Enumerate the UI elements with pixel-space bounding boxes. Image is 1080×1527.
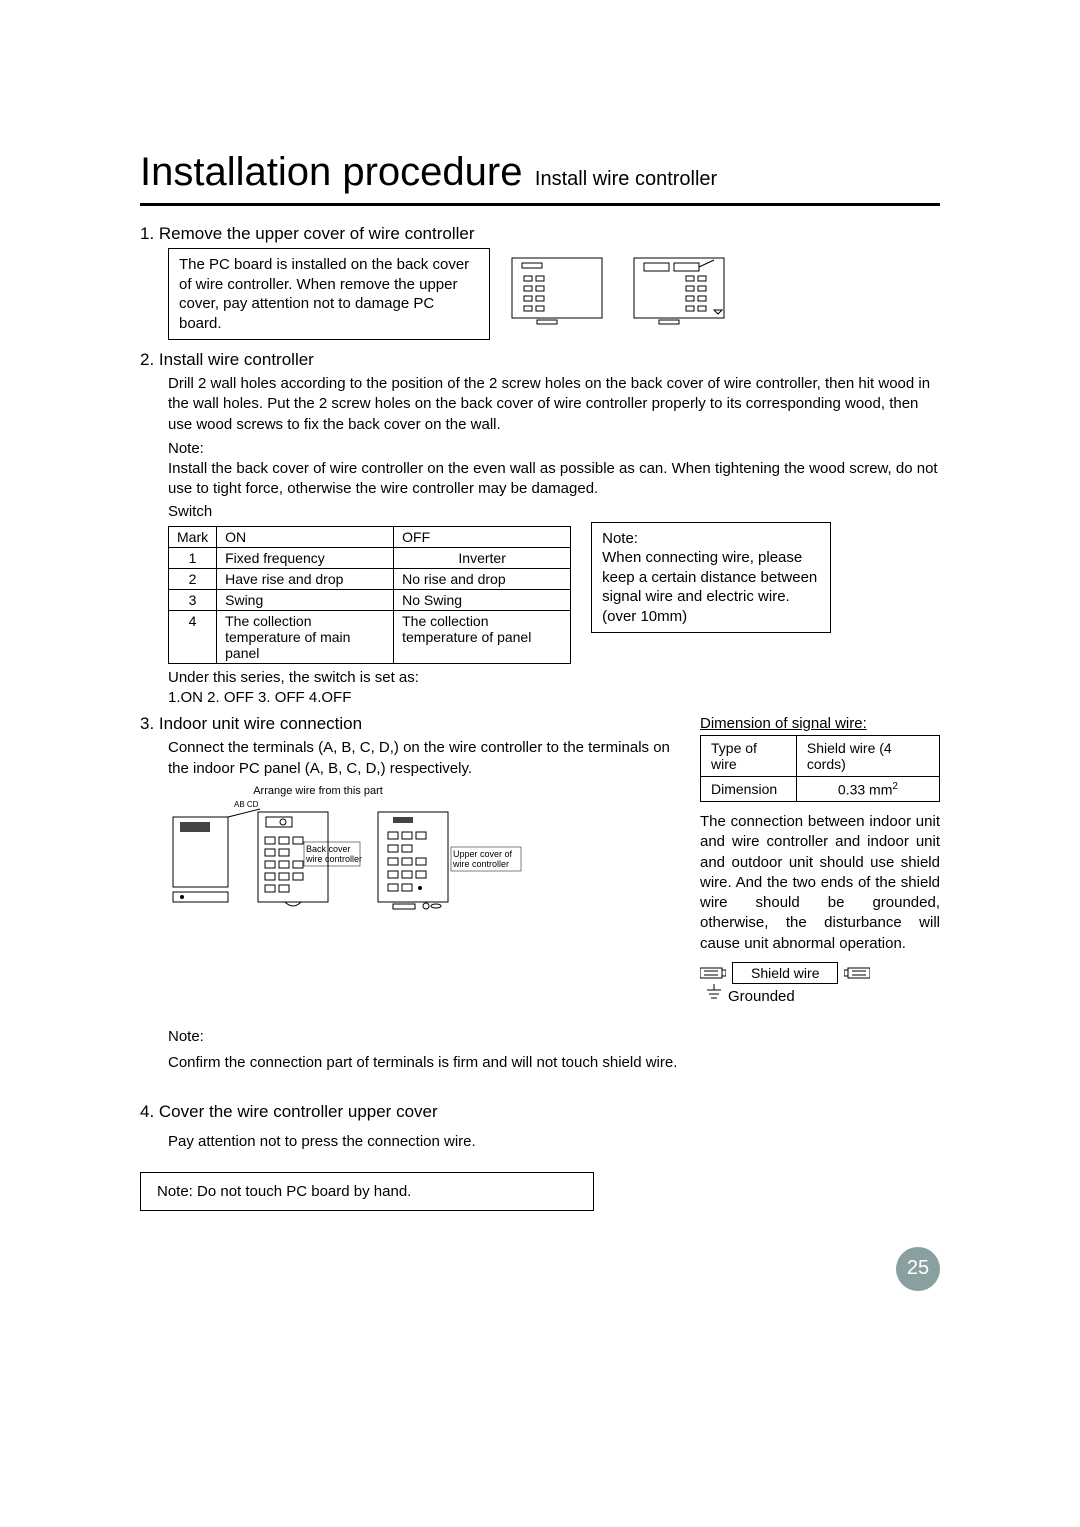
dim-table: Type of wire Shield wire (4 cords) Dimen… <box>700 735 940 803</box>
title-sub: Install wire controller <box>535 168 717 190</box>
back-cover-label-svg: Back cover <box>306 844 351 854</box>
bottom-note-box: Note: Do not touch PC board by hand. <box>140 1172 594 1211</box>
switch-r1c2: No rise and drop <box>394 568 571 589</box>
conn-body: The connection between indoor unit and w… <box>700 812 940 954</box>
step3-note-label: Note: <box>168 1027 940 1047</box>
step1-heading: 1. Remove the upper cover of wire contro… <box>140 224 940 244</box>
switch-r2c2: No Swing <box>394 589 571 610</box>
arrange-label: Arrange wire from this part <box>168 785 468 797</box>
svg-text:wire controller: wire controller <box>305 854 362 864</box>
dim-r0c0: Type of wire <box>701 735 797 776</box>
step2-right-note-body: When connecting wire, please keep a cert… <box>602 548 820 626</box>
shield-wire-label: Shield wire <box>732 962 838 984</box>
switch-label: Switch <box>168 502 571 522</box>
switch-under: Under this series, the switch is set as:… <box>168 668 571 709</box>
switch-h0: Mark <box>169 526 217 547</box>
step2-heading: 2. Install wire controller <box>140 350 940 370</box>
dim-r1c1: 0.33 mm2 <box>796 776 939 802</box>
step2-right-note-label: Note: <box>602 529 820 549</box>
step1-diagram-2 <box>624 248 734 333</box>
step4-body: Pay attention not to press the connectio… <box>168 1132 940 1152</box>
switch-r1c0: 2 <box>169 568 217 589</box>
switch-table: Mark ON OFF 1 Fixed frequency Inverter 2… <box>168 526 571 664</box>
page-number: 25 <box>896 1247 940 1291</box>
step3-body: Connect the terminals (A, B, C, D,) on t… <box>168 738 670 779</box>
step3-diagram: Arrange wire from this part AB CD <box>168 785 670 922</box>
svg-text:wire controller: wire controller <box>452 859 509 869</box>
dim-r0c1: Shield wire (4 cords) <box>796 735 939 776</box>
clamp-right-icon <box>844 966 870 980</box>
title-main: Installation procedure <box>140 150 522 194</box>
svg-text:AB CD: AB CD <box>234 800 259 809</box>
dim-r1c0: Dimension <box>701 776 797 802</box>
step1-box: The PC board is installed on the back co… <box>168 248 490 340</box>
step3-note-body: Confirm the connection part of terminals… <box>168 1053 940 1073</box>
clamp-left-icon <box>700 966 726 980</box>
step4-heading: 4. Cover the wire controller upper cover <box>140 1102 940 1122</box>
step1-diagram-1 <box>502 248 612 333</box>
page-title: Installation procedure Install wire cont… <box>140 150 940 206</box>
switch-r3c1: The collection temperature of main panel <box>217 610 394 663</box>
switch-r0c0: 1 <box>169 547 217 568</box>
step2-body: Drill 2 wall holes according to the posi… <box>168 374 940 435</box>
dim-heading: Dimension of signal wire: <box>700 714 940 734</box>
switch-r2c0: 3 <box>169 589 217 610</box>
step2-right-note: Note: When connecting wire, please keep … <box>591 522 831 634</box>
svg-text:Upper cover of: Upper cover of <box>453 849 513 859</box>
step2-note-label: Note: <box>168 439 940 459</box>
switch-r3c2: The collection temperature of panel <box>394 610 571 663</box>
grounded-label: Grounded <box>728 987 940 1007</box>
switch-h2: OFF <box>394 526 571 547</box>
switch-r2c1: Swing <box>217 589 394 610</box>
switch-r1c1: Have rise and drop <box>217 568 394 589</box>
step2-note-body: Install the back cover of wire controlle… <box>168 459 940 500</box>
shield-wire-diagram: Shield wire <box>700 962 940 984</box>
switch-r0c1: Fixed frequency <box>217 547 394 568</box>
switch-r3c0: 4 <box>169 610 217 663</box>
step3-heading: 3. Indoor unit wire connection <box>140 714 670 734</box>
switch-h1: ON <box>217 526 394 547</box>
switch-r0c2: Inverter <box>394 547 571 568</box>
